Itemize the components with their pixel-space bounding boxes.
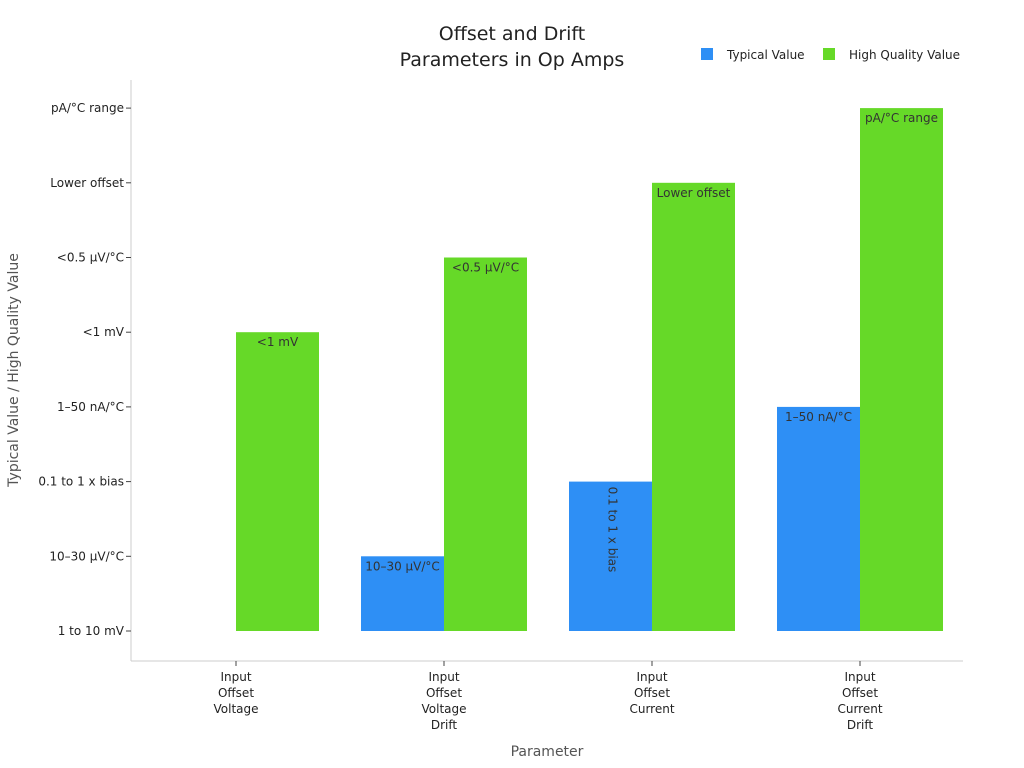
y-tick-label: 0.1 to 1 x bias	[38, 475, 124, 489]
legend-swatch	[701, 48, 713, 60]
y-tick-label: <0.5 µV/°C	[57, 251, 124, 265]
x-tick-label: Voltage	[421, 702, 466, 716]
x-tick-label: Voltage	[213, 702, 258, 716]
bar-value-label: 10–30 µV/°C	[365, 559, 440, 573]
legend: Typical Value High Quality Value	[701, 48, 960, 62]
y-tick-label: 1–50 nA/°C	[57, 400, 124, 414]
x-tick-label: Input	[428, 670, 459, 684]
bar-high-quality	[652, 182, 735, 632]
x-tick-label: Input	[844, 670, 875, 684]
x-tick-label: Drift	[847, 718, 874, 732]
x-tick-label: Current	[837, 702, 882, 716]
axes: 1 to 10 mV 10–30 µV/°C 0.1 to 1 x bias 1–50…	[38, 80, 963, 732]
x-tick-label: Offset	[634, 686, 670, 700]
x-tick-label: Offset	[218, 686, 254, 700]
x-axis-label: Parameter	[511, 744, 584, 760]
y-tick-label: <1 mV	[83, 325, 125, 339]
y-tick-label: Lower offset	[50, 176, 124, 190]
x-tick-label: Current	[629, 702, 674, 716]
bar-typical	[569, 481, 652, 631]
bar-value-label: pA/°C range	[865, 111, 938, 125]
bar-high-quality	[860, 108, 943, 632]
chart-title-line: Parameters in Op Amps	[400, 49, 625, 71]
legend-entry: Typical Value	[726, 48, 805, 62]
y-tick-label: 1 to 10 mV	[58, 624, 125, 638]
x-tick-label: Input	[220, 670, 251, 684]
legend-swatch	[823, 48, 835, 60]
bar-typical	[777, 406, 860, 631]
legend-entry: High Quality Value	[849, 48, 960, 62]
x-tick-label: Offset	[842, 686, 878, 700]
bar-high-quality	[444, 257, 527, 631]
bar-value-label: Lower offset	[657, 186, 731, 200]
y-tick-label: pA/°C range	[51, 101, 124, 115]
bar-value-label: <1 mV	[257, 335, 299, 349]
chart-title: Offset and Drift Parameters in Op Amps	[400, 23, 625, 71]
bar-high-quality	[236, 332, 319, 631]
bar-value-label: 0.1 to 1 x bias	[606, 487, 620, 573]
bars	[236, 108, 943, 632]
bar-value-label: 1–50 nA/°C	[785, 410, 852, 424]
y-axis-label: Typical Value / High Quality Value	[6, 253, 22, 488]
y-tick-label: 10–30 µV/°C	[49, 549, 124, 563]
x-tick-label: Drift	[431, 718, 458, 732]
bar-value-label: <0.5 µV/°C	[452, 261, 519, 275]
bar-labels: <1 mV 10–30 µV/°C <0.5 µV/°C 0.1 to 1 x bia…	[257, 111, 938, 573]
bar-typical	[361, 556, 444, 631]
chart-title-line: Offset and Drift	[439, 23, 585, 45]
x-tick-label: Input	[636, 670, 667, 684]
x-tick-label: Offset	[426, 686, 462, 700]
